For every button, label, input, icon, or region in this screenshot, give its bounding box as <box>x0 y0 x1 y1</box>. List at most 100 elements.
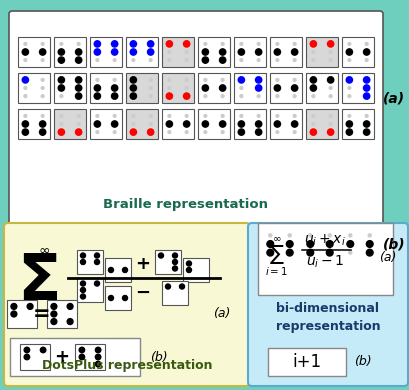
Bar <box>341 228 377 260</box>
Text: (a): (a) <box>382 91 404 105</box>
Circle shape <box>80 259 85 264</box>
Circle shape <box>22 77 29 83</box>
Circle shape <box>366 249 372 256</box>
Bar <box>90 37 122 67</box>
Circle shape <box>256 95 259 98</box>
Circle shape <box>221 115 223 117</box>
FancyBboxPatch shape <box>247 223 407 386</box>
Circle shape <box>51 303 57 309</box>
Circle shape <box>308 234 311 237</box>
Circle shape <box>292 95 295 98</box>
FancyBboxPatch shape <box>9 11 382 225</box>
Circle shape <box>11 311 17 317</box>
Circle shape <box>185 78 188 82</box>
Circle shape <box>364 43 367 45</box>
Circle shape <box>347 43 350 45</box>
Circle shape <box>347 115 350 117</box>
Circle shape <box>132 58 135 62</box>
Circle shape <box>172 253 177 258</box>
Circle shape <box>75 57 81 63</box>
Circle shape <box>111 85 117 91</box>
Circle shape <box>203 78 206 82</box>
Text: +: + <box>54 348 70 366</box>
Text: bi-dimensional
representation: bi-dimensional representation <box>275 302 380 333</box>
Circle shape <box>219 49 225 55</box>
Circle shape <box>75 93 81 99</box>
Bar <box>234 37 265 67</box>
Bar <box>18 37 50 67</box>
Circle shape <box>328 58 331 62</box>
Circle shape <box>239 58 242 62</box>
Circle shape <box>165 284 170 289</box>
Circle shape <box>256 58 259 62</box>
Circle shape <box>328 234 330 237</box>
Circle shape <box>113 131 116 133</box>
Circle shape <box>94 41 100 47</box>
Circle shape <box>172 259 177 264</box>
Circle shape <box>168 58 171 62</box>
Circle shape <box>75 129 81 135</box>
Bar <box>155 250 180 274</box>
Bar <box>305 73 337 103</box>
Circle shape <box>363 77 369 83</box>
Text: $\infty$: $\infty$ <box>38 243 50 257</box>
Bar <box>54 109 86 139</box>
Circle shape <box>185 51 188 53</box>
Circle shape <box>147 129 153 135</box>
Circle shape <box>39 49 46 55</box>
Circle shape <box>203 115 206 117</box>
Circle shape <box>27 303 33 309</box>
Circle shape <box>292 115 295 117</box>
Circle shape <box>345 77 352 83</box>
Circle shape <box>310 129 316 135</box>
Circle shape <box>266 241 273 247</box>
Circle shape <box>203 131 206 133</box>
Circle shape <box>22 129 29 135</box>
Circle shape <box>41 95 44 98</box>
Circle shape <box>326 249 332 256</box>
Circle shape <box>67 303 73 309</box>
Bar <box>182 258 209 282</box>
Text: (b): (b) <box>382 237 405 251</box>
Bar <box>198 109 229 139</box>
Circle shape <box>183 41 189 47</box>
Circle shape <box>348 251 351 254</box>
Text: $u_i + x_i$: $u_i + x_i$ <box>303 232 345 248</box>
Circle shape <box>168 51 171 53</box>
Circle shape <box>268 234 271 237</box>
Circle shape <box>346 241 353 247</box>
Circle shape <box>11 303 17 309</box>
Circle shape <box>122 268 127 273</box>
Circle shape <box>41 78 44 82</box>
Circle shape <box>292 58 295 62</box>
Bar <box>54 37 86 67</box>
Bar <box>77 250 103 274</box>
FancyBboxPatch shape <box>4 223 249 386</box>
Circle shape <box>111 121 117 127</box>
Circle shape <box>266 249 273 256</box>
Circle shape <box>41 43 44 45</box>
Circle shape <box>311 51 314 53</box>
Circle shape <box>275 95 278 98</box>
Circle shape <box>51 311 57 317</box>
Circle shape <box>51 319 57 324</box>
Bar <box>305 109 337 139</box>
Bar <box>126 37 157 67</box>
Circle shape <box>328 87 331 89</box>
Circle shape <box>179 284 184 289</box>
Circle shape <box>96 115 99 117</box>
Circle shape <box>24 43 27 45</box>
Circle shape <box>168 87 171 89</box>
Bar <box>257 223 392 295</box>
Circle shape <box>255 77 261 83</box>
Circle shape <box>183 121 189 127</box>
Circle shape <box>40 347 46 353</box>
Bar <box>162 281 188 305</box>
Circle shape <box>94 49 100 55</box>
Circle shape <box>58 57 64 63</box>
Circle shape <box>219 57 225 63</box>
Circle shape <box>111 93 117 99</box>
Bar <box>261 228 297 260</box>
Circle shape <box>41 115 44 117</box>
Circle shape <box>172 266 177 271</box>
